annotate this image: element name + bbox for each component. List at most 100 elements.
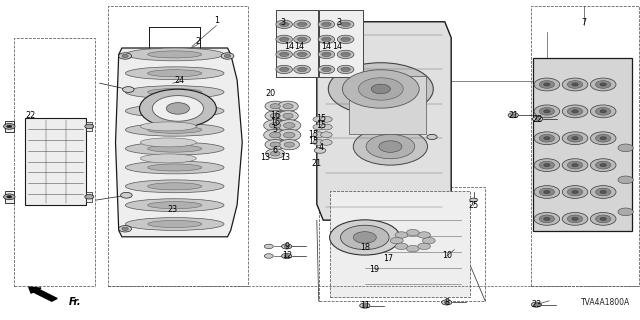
Circle shape [591,186,616,198]
Circle shape [278,129,301,141]
Text: 6: 6 [273,146,278,155]
Circle shape [270,151,280,156]
Circle shape [508,113,518,118]
Text: 22: 22 [26,111,36,120]
Circle shape [534,159,559,172]
Circle shape [532,116,543,122]
Text: 23: 23 [168,205,178,214]
Circle shape [341,37,350,42]
Circle shape [358,78,403,100]
Circle shape [265,111,285,121]
Circle shape [360,303,370,308]
Circle shape [337,50,354,59]
Bar [531,6,639,286]
Circle shape [600,190,607,194]
Circle shape [390,237,403,244]
Circle shape [395,232,408,238]
Ellipse shape [125,161,224,174]
Circle shape [618,176,634,184]
Circle shape [563,132,588,145]
Circle shape [596,161,611,169]
Circle shape [264,254,273,258]
Circle shape [270,113,280,118]
Text: 4: 4 [319,143,324,152]
Text: 14: 14 [321,42,332,51]
Circle shape [353,128,428,165]
Text: 14: 14 [284,42,294,51]
Circle shape [122,227,129,230]
Text: 24: 24 [174,76,184,85]
Ellipse shape [140,154,196,163]
Circle shape [313,124,324,130]
Circle shape [284,123,295,128]
Bar [14,38,95,286]
Bar [319,10,363,77]
Circle shape [313,116,324,122]
Circle shape [340,225,389,250]
Circle shape [362,304,367,307]
Circle shape [330,220,400,255]
Circle shape [278,101,298,111]
Circle shape [568,161,583,169]
Bar [319,187,485,301]
Ellipse shape [125,48,224,61]
Circle shape [568,134,583,142]
Ellipse shape [148,145,202,152]
Circle shape [540,188,554,196]
Circle shape [276,20,292,28]
Ellipse shape [148,164,202,171]
Text: 20: 20 [265,89,275,98]
Circle shape [313,140,324,145]
Circle shape [596,81,611,88]
Circle shape [322,52,331,57]
Circle shape [122,54,129,58]
Circle shape [278,120,301,131]
Circle shape [534,78,559,91]
Text: Fr.: Fr. [69,297,82,307]
Circle shape [294,65,310,74]
Circle shape [572,190,579,194]
Circle shape [284,142,294,147]
Circle shape [568,215,583,223]
Circle shape [406,245,419,252]
Circle shape [123,87,134,92]
Circle shape [534,186,559,198]
Circle shape [596,188,611,196]
Circle shape [470,198,477,202]
Text: 18: 18 [360,244,370,252]
Circle shape [282,253,292,259]
Circle shape [543,190,550,194]
Circle shape [322,22,331,27]
Circle shape [563,212,588,225]
Circle shape [543,137,550,140]
Circle shape [572,217,579,220]
Circle shape [280,22,289,27]
Circle shape [395,243,408,250]
Circle shape [298,37,307,42]
Circle shape [531,302,541,307]
Circle shape [270,104,280,109]
Circle shape [318,50,335,59]
Text: 19: 19 [369,265,380,274]
Bar [319,10,363,77]
Circle shape [418,232,431,238]
Ellipse shape [148,108,202,115]
Ellipse shape [125,105,224,117]
Circle shape [282,244,292,249]
Circle shape [266,149,285,158]
Bar [86,122,93,131]
Ellipse shape [125,124,224,136]
Circle shape [314,148,326,153]
Circle shape [543,164,550,167]
Circle shape [84,195,94,199]
Text: 13: 13 [260,153,271,162]
Ellipse shape [148,220,202,228]
Text: 9: 9 [284,242,289,251]
Circle shape [591,159,616,172]
Text: 3: 3 [280,18,285,27]
Bar [349,76,426,134]
Text: 14: 14 [294,42,305,51]
Circle shape [618,208,634,216]
Circle shape [341,67,350,72]
Circle shape [591,212,616,225]
